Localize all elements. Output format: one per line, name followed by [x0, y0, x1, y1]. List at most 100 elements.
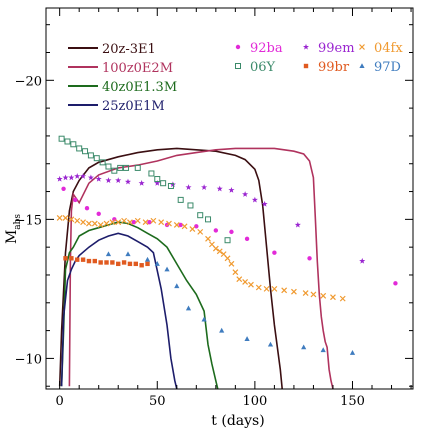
- point-99br: [69, 256, 74, 261]
- point-92ba: [61, 186, 66, 191]
- point-92ba: [393, 281, 398, 286]
- point-04fx: [205, 235, 211, 242]
- point-04fx: [216, 248, 223, 255]
- point-99br: [92, 258, 98, 264]
- point-99em: [56, 175, 63, 182]
- point-04fx: [248, 281, 254, 288]
- point-99em: [216, 185, 223, 192]
- point-04fx: [271, 285, 278, 292]
- point-04fx: [330, 294, 336, 301]
- point-04fx: [109, 219, 116, 226]
- point-99em: [294, 221, 301, 228]
- point-99em: [87, 174, 94, 181]
- point-97D: [144, 256, 151, 262]
- point-92ba: [272, 250, 277, 255]
- point-99em: [201, 184, 208, 190]
- point-99em: [95, 175, 102, 182]
- point-04fx: [310, 291, 317, 298]
- point-04fx: [212, 245, 219, 252]
- point-97D: [301, 344, 307, 350]
- legend-marker-97D: [359, 63, 365, 68]
- point-04fx: [142, 219, 149, 226]
- point-97D: [185, 305, 192, 311]
- point-99em: [251, 196, 258, 203]
- legend-label-04fx: 04fx: [374, 41, 403, 56]
- model-line-40z0E1.3M: [60, 221, 219, 389]
- point-99br: [80, 257, 86, 262]
- point-04fx: [115, 219, 122, 226]
- point-97D: [174, 283, 180, 289]
- point-99br: [75, 257, 80, 262]
- point-06Y: [177, 196, 184, 203]
- point-04fx: [173, 221, 180, 228]
- point-06Y: [82, 148, 89, 155]
- point-99em: [228, 186, 235, 193]
- point-92ba: [73, 197, 78, 203]
- point-99em: [138, 180, 145, 186]
- point-06Y: [224, 237, 231, 244]
- point-92ba: [244, 236, 250, 242]
- point-04fx: [91, 220, 98, 227]
- point-97D: [201, 316, 207, 322]
- point-99em: [74, 173, 81, 179]
- point-04fx: [189, 226, 196, 233]
- y-tick-label: −15: [15, 213, 42, 228]
- y-axis-title-main: M: [4, 230, 20, 244]
- point-92ba: [84, 206, 90, 211]
- legend-label-92ba: 92ba: [250, 41, 283, 56]
- legend-label-97D: 97D: [374, 60, 401, 75]
- point-97D: [244, 336, 250, 341]
- point-04fx: [302, 290, 309, 296]
- point-99br: [145, 261, 150, 267]
- point-06Y: [70, 141, 77, 148]
- legend-marker-99em: [302, 43, 310, 50]
- x-axis-title: t (days): [211, 413, 264, 429]
- y-axis-title-sub: abs: [13, 214, 23, 230]
- point-04fx: [103, 220, 110, 227]
- legend-marker-04fx: [359, 44, 365, 50]
- point-99em: [359, 257, 366, 264]
- point-04fx: [127, 219, 133, 226]
- point-04fx: [134, 217, 141, 224]
- legend-label-100z0E2M: 100z0E2M: [102, 61, 173, 76]
- point-04fx: [320, 292, 327, 299]
- point-97D: [320, 347, 326, 353]
- point-06Y: [134, 164, 141, 171]
- point-04fx: [181, 223, 188, 230]
- point-97D: [154, 261, 160, 266]
- point-04fx: [232, 269, 239, 276]
- point-99em: [115, 177, 122, 184]
- point-97D: [105, 251, 112, 257]
- point-06Y: [87, 152, 94, 159]
- point-06Y: [154, 176, 161, 183]
- point-04fx: [290, 288, 297, 295]
- y-tick-label: −10: [15, 352, 42, 367]
- point-06Y: [64, 138, 71, 145]
- point-99em: [261, 200, 268, 207]
- point-06Y: [167, 182, 174, 189]
- point-06Y: [197, 212, 204, 219]
- point-04fx: [339, 295, 346, 302]
- point-04fx: [263, 285, 270, 292]
- y-tick-label: −20: [15, 74, 42, 89]
- legend-label-40z0E1.3M: 40z0E1.3M: [102, 80, 177, 95]
- point-06Y: [105, 163, 112, 170]
- plot-area: [56, 135, 398, 389]
- y-axis-title: Mabs: [4, 214, 23, 244]
- point-04fx: [62, 215, 69, 221]
- point-06Y: [160, 180, 167, 187]
- point-04fx: [97, 221, 104, 228]
- point-92ba: [229, 229, 234, 235]
- point-99br: [86, 258, 92, 264]
- point-99br: [116, 261, 121, 267]
- point-06Y: [111, 167, 118, 174]
- point-04fx: [56, 215, 63, 221]
- legend-marker-06Y: [235, 63, 241, 69]
- point-97D: [267, 341, 274, 347]
- point-99em: [185, 184, 192, 190]
- point-04fx: [166, 220, 172, 227]
- point-97D: [125, 251, 131, 257]
- x-tick-label: 0: [56, 394, 64, 409]
- point-99br: [110, 260, 115, 265]
